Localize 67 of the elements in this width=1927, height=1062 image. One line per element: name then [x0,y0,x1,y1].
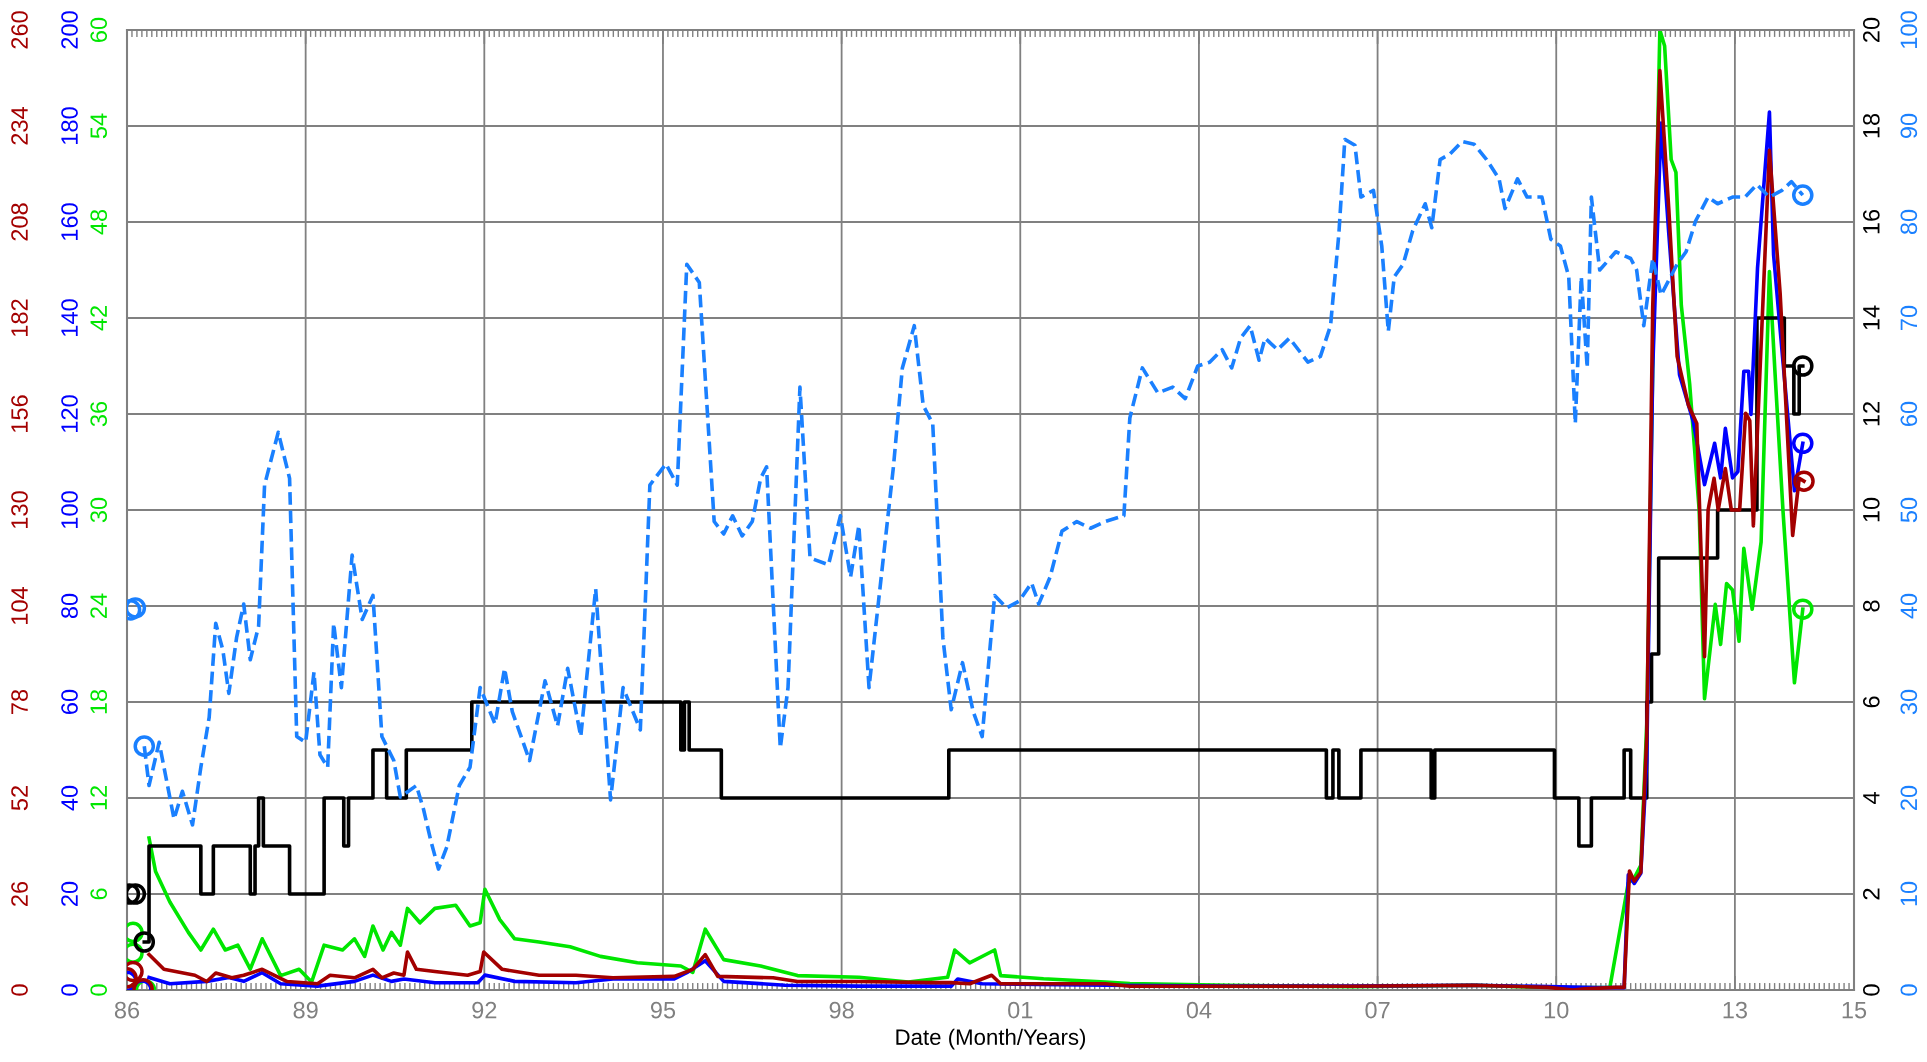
y2-tick-label: 100 [1900,11,1918,48]
y2-tick-label: 6 [1862,696,1880,708]
y-tick-label: 42 [90,306,107,331]
y2-tick-label: 80 [1900,209,1918,235]
y2-tick-label: 2 [1862,888,1880,900]
y-tick-label: 60 [90,17,108,42]
y3-tick-label: 20 [61,881,78,906]
y2-tick-label: 70 [1900,305,1918,330]
y2-tick-label: 8 [1862,600,1880,612]
x-tick-label: 13 [1723,1001,1747,1019]
y2-tick-label: 60 [1900,401,1918,426]
y3-tick-label: 160 [61,203,78,240]
y3-tick-label: 0 [61,984,78,996]
y2-tick-label: 16 [1862,209,1880,234]
y3-tick-label: 200 [61,11,78,49]
x-tick-label: 95 [650,1001,676,1019]
y3-tick-label: 60 [61,689,78,714]
x-tick-label: 10 [1544,1001,1569,1019]
y-tick-label: 130 [11,491,28,528]
y2-tick-label: 40 [1900,593,1918,619]
y-tick-label: 208 [11,203,28,241]
y3-tick-label: 120 [61,395,78,432]
x-tick-label: 07 [1365,1001,1390,1019]
y2-tick-label: 0 [1900,984,1918,996]
x-tick-label: 04 [1186,1001,1212,1019]
x-tick-label: 89 [293,1001,318,1019]
y-tick-label: 26 [11,881,28,906]
y2-tick-label: 50 [1900,497,1918,523]
y2-tick-label: 20 [1900,785,1918,810]
y-tick-label: 30 [90,497,108,523]
y3-tick-label: 100 [61,491,78,528]
y2-tick-label: 10 [1862,497,1880,522]
y3-tick-label: 140 [61,299,78,336]
y3-tick-label: 80 [61,593,78,619]
x-tick-label: 86 [114,1001,140,1019]
y-tick-label: 36 [90,401,108,427]
y-tick-label: 104 [11,586,28,624]
y-tick-label: 0 [11,984,28,996]
x-axis-title: Date (Month/Years) [896,1028,1086,1050]
y3-tick-label: 40 [61,785,78,811]
y2-tick-label: 0 [1862,984,1880,996]
y-tick-label: 54 [90,113,108,139]
y2-tick-label: 18 [1862,113,1880,138]
x-tick-label: 01 [1008,1001,1033,1019]
y2-tick-label: 4 [1863,792,1880,805]
y2-tick-label: 20 [1862,17,1880,42]
y2-tick-label: 90 [1900,113,1918,139]
y-tick-label: 156 [11,395,28,432]
y2-tick-label: 12 [1862,402,1880,426]
y-tick-label: 0 [90,984,108,996]
x-tick-label: 98 [829,1001,854,1019]
y-tick-label: 24 [90,593,107,618]
y2-tick-label: 14 [1863,305,1880,330]
x-tick-label: 15 [1842,1001,1867,1019]
y-tick-label: 48 [90,209,108,235]
y2-tick-label: 10 [1900,881,1918,906]
y-tick-label: 6 [90,888,108,900]
y-tick-label: 18 [90,689,108,714]
y-tick-label: 78 [11,689,28,714]
y-tick-label: 234 [11,106,28,145]
x-tick-label: 92 [472,1001,497,1019]
y2-tick-label: 30 [1900,689,1918,715]
y-tick-label: 182 [11,299,28,336]
y-tick-label: 52 [11,786,28,811]
y-tick-label: 260 [11,11,28,49]
y3-tick-label: 180 [61,107,78,144]
y-tick-label: 12 [90,786,107,810]
